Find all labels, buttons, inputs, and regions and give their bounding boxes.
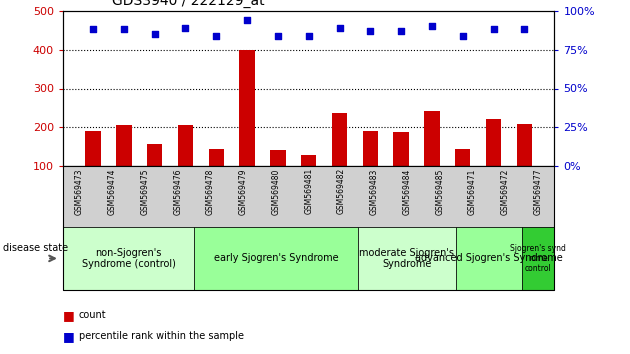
Point (396, 28, 406, 34)
Bar (270, 150, 285, 166)
Bar (147, 144, 163, 166)
Text: GSM569476: GSM569476 (173, 168, 182, 215)
Text: GSM569485: GSM569485 (435, 168, 444, 215)
Point (427, 23, 437, 29)
Bar (301, 155, 316, 166)
Bar (178, 125, 193, 166)
Text: ■: ■ (63, 309, 75, 321)
Text: ■: ■ (63, 330, 75, 343)
Text: GSM569474: GSM569474 (108, 168, 117, 215)
Point (88, 27, 98, 32)
Bar (116, 126, 132, 166)
Text: GSM569471: GSM569471 (468, 168, 477, 215)
Point (273, 33, 283, 38)
Text: advanced Sjogren's Syndrome: advanced Sjogren's Syndrome (415, 253, 563, 263)
Text: GDS3940 / 222129_at: GDS3940 / 222129_at (112, 0, 265, 8)
Bar (393, 132, 409, 166)
Text: GSM569480: GSM569480 (272, 168, 280, 215)
Bar (486, 119, 501, 166)
Text: GSM569482: GSM569482 (337, 168, 346, 215)
Text: non-Sjogren's
Syndrome (control): non-Sjogren's Syndrome (control) (81, 247, 176, 269)
Text: GSM569473: GSM569473 (75, 168, 84, 215)
Text: count: count (79, 310, 106, 320)
Text: GSM569478: GSM569478 (206, 168, 215, 215)
Point (149, 31, 159, 37)
Point (211, 33, 221, 38)
Text: early Sjogren's Syndrome: early Sjogren's Syndrome (214, 253, 338, 263)
Point (180, 25, 190, 30)
Bar (209, 149, 224, 166)
Bar (363, 131, 378, 166)
Point (488, 27, 498, 32)
Bar (85, 131, 101, 166)
Text: percentile rank within the sample: percentile rank within the sample (79, 331, 244, 341)
Bar (455, 149, 471, 166)
Point (519, 27, 529, 32)
Text: Sjogren's synd
rome
control: Sjogren's synd rome control (510, 244, 566, 273)
Bar (424, 111, 440, 166)
Text: GSM569475: GSM569475 (140, 168, 149, 215)
Bar (332, 113, 347, 166)
Point (119, 27, 129, 32)
Text: GSM569484: GSM569484 (403, 168, 411, 215)
Text: GSM569481: GSM569481 (304, 168, 313, 215)
Text: moderate Sjogren's
Syndrome: moderate Sjogren's Syndrome (360, 247, 454, 269)
Text: GSM569479: GSM569479 (239, 168, 248, 215)
Point (458, 33, 468, 38)
Bar (517, 124, 532, 166)
Text: GSM569477: GSM569477 (534, 168, 542, 215)
Text: disease state: disease state (3, 243, 68, 253)
Point (365, 28, 375, 34)
Text: GSM569472: GSM569472 (501, 168, 510, 215)
Text: GSM569483: GSM569483 (370, 168, 379, 215)
Point (242, 17, 252, 23)
Bar (239, 50, 255, 166)
Point (335, 25, 345, 30)
Point (304, 33, 314, 38)
